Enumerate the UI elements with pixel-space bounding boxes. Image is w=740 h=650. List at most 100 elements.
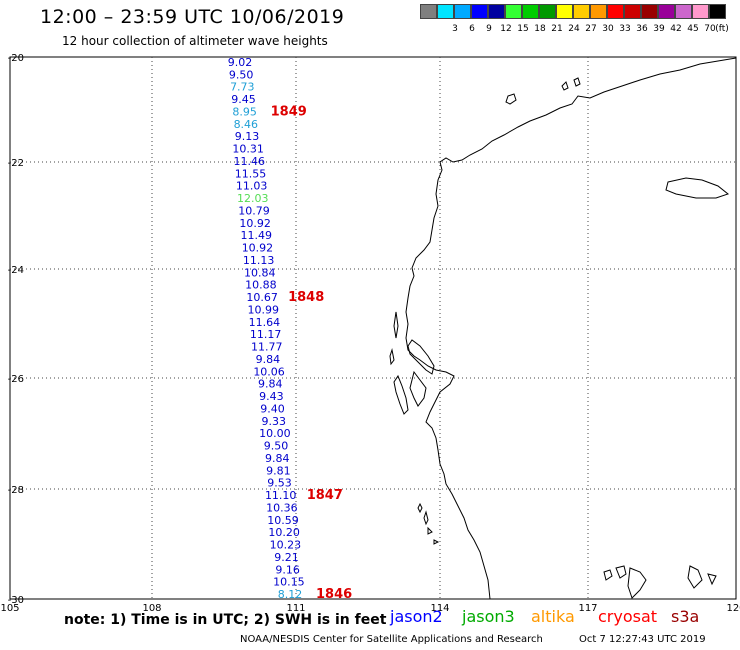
legend-label: 30 — [602, 24, 614, 34]
bernier-island — [393, 311, 399, 339]
legend-swatch — [420, 4, 437, 19]
legend-swatch — [539, 4, 556, 19]
wave-height-value: 9.43 — [259, 390, 284, 403]
legend-unit: (ft) — [715, 24, 729, 34]
abrolhos-island-2 — [423, 510, 429, 526]
legend-swatch — [454, 4, 471, 19]
wave-height-value: 10.59 — [267, 514, 299, 527]
pass-time-label: 1847 — [307, 488, 343, 503]
wave-height-value: 8.12 — [278, 588, 303, 601]
shark-bay-peninsula — [407, 339, 435, 375]
legend-label: 27 — [585, 24, 597, 34]
latitude-label: -26 — [8, 374, 24, 385]
longitude-labels: 105 108 111 114 117 120 — [0, 603, 740, 614]
wave-height-value: 11.17 — [250, 328, 282, 341]
wave-height-value: 10.31 — [232, 143, 264, 156]
legend-swatch — [471, 4, 488, 19]
pass-time-label: 1846 — [316, 587, 352, 602]
wave-height-value: 10.00 — [259, 427, 291, 440]
wave-height-value: 11.64 — [249, 316, 281, 329]
wave-height-value: 7.73 — [230, 81, 255, 94]
legend-label: 42 — [670, 24, 682, 34]
wave-height-value: 9.84 — [256, 353, 281, 366]
south-coast-fragment — [627, 567, 647, 599]
wave-height-value: 9.84 — [265, 452, 290, 465]
legend-swatch — [522, 4, 539, 19]
legend-swatch — [692, 4, 709, 19]
rosemary-island — [573, 77, 581, 87]
credit-text: NOAA/NESDIS Center for Satellite Applica… — [240, 634, 543, 645]
outlier-east — [707, 573, 717, 586]
rottnest-island — [603, 569, 613, 581]
wave-height-value: 9.84 — [258, 378, 283, 391]
wave-height-value: 10.88 — [245, 279, 277, 292]
map-frame — [9, 56, 737, 600]
legend-swatch — [590, 4, 607, 19]
coastline-main — [405, 57, 737, 600]
legend-label: 9 — [486, 24, 492, 34]
wave-height-value: 12.03 — [237, 192, 269, 205]
legend-swatch — [556, 4, 573, 19]
legend-label: 33 — [619, 24, 631, 34]
longitude-label: 105 — [0, 603, 19, 614]
wave-height-value: 9.21 — [274, 551, 299, 564]
longitude-label: 114 — [430, 603, 449, 614]
legend-label: 36 — [636, 24, 648, 34]
legend-label: 3 — [452, 24, 458, 34]
latitude-label: -30 — [8, 595, 24, 606]
wave-height-track: 9.029.507.739.458.958.469.1310.3111.4611… — [228, 56, 305, 601]
wave-height-value: 9.50 — [229, 68, 254, 81]
legend-swatch — [675, 4, 692, 19]
legend-swatch — [641, 4, 658, 19]
map-subtitle: 12 hour collection of altimeter wave hei… — [62, 34, 328, 48]
shark-bay-inner — [409, 370, 427, 407]
wave-height-value: 9.81 — [266, 464, 291, 477]
longitude-label: 108 — [142, 603, 161, 614]
legend-swatch — [437, 4, 454, 19]
legend-swatch — [488, 4, 505, 19]
sat-jason2: jason2 — [390, 607, 443, 626]
wave-height-value: 9.53 — [267, 477, 292, 490]
wave-height-value: 11.46 — [234, 155, 266, 168]
longitude-label: 111 — [286, 603, 305, 614]
map-title: 12:00 – 23:59 UTC 10/06/2019 — [40, 6, 345, 28]
footer-note: note: 1) Time is in UTC; 2) SWH is in fe… — [64, 612, 387, 628]
longitude-label: 120 — [726, 603, 740, 614]
wave-height-value: 11.03 — [236, 180, 268, 193]
wave-height-value: 9.02 — [228, 56, 253, 69]
latitude-labels: -20 -22 -24 -26 -28 -30 — [8, 53, 24, 606]
legend-label: 15 — [517, 24, 529, 34]
abrolhos-island-3 — [427, 526, 433, 535]
grid-lines — [10, 57, 736, 599]
wave-height-value: 10.23 — [270, 539, 302, 552]
wave-height-value: 11.49 — [241, 229, 273, 242]
legend-label: 39 — [653, 24, 665, 34]
pass-times: 1849 1848 1847 1846 — [271, 104, 353, 602]
wave-height-value: 10.92 — [242, 242, 274, 255]
latitude-label: -24 — [8, 265, 24, 276]
wave-height-value: 8.95 — [232, 105, 257, 118]
legend-swatch — [709, 4, 726, 19]
legend-label: 12 — [500, 24, 512, 34]
latitude-label: -28 — [8, 485, 24, 496]
sat-jason3: jason3 — [462, 607, 515, 626]
sw-cape-fragment — [687, 565, 703, 589]
legend-label: 45 — [687, 24, 699, 34]
wave-height-value: 11.10 — [265, 489, 297, 502]
legend-label: 18 — [534, 24, 546, 34]
wave-height-value: 9.40 — [260, 402, 285, 415]
wave-height-value: 9.13 — [235, 130, 260, 143]
legend-label: 6 — [469, 24, 475, 34]
pass-time-label: 1848 — [288, 290, 324, 305]
wave-height-value: 10.79 — [238, 204, 270, 217]
wave-height-value: 11.77 — [251, 341, 283, 354]
legend-label: 21 — [551, 24, 563, 34]
latitude-label: -20 — [8, 53, 24, 64]
legend-swatch — [573, 4, 590, 19]
legend-label: 70 — [704, 24, 716, 34]
wave-height-value: 10.92 — [239, 217, 271, 230]
legend-swatch — [658, 4, 675, 19]
coastline — [389, 57, 737, 600]
barrow-island — [505, 93, 517, 105]
